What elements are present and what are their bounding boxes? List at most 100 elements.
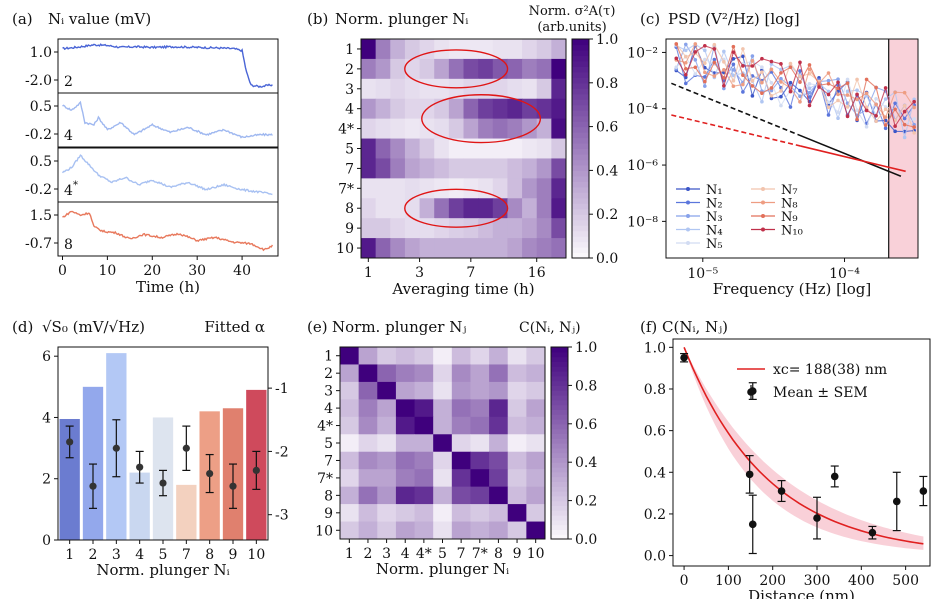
panel-a-ytick-label: -0.2 xyxy=(25,182,52,198)
panel-e-cell xyxy=(395,364,416,383)
panel-b-cell xyxy=(361,178,377,199)
panel-e-cell xyxy=(489,416,509,435)
panel-c-series-point xyxy=(798,80,802,84)
panel-c-series-point xyxy=(769,96,774,101)
panel-b-cell xyxy=(536,178,552,199)
panel-e-cell xyxy=(489,364,509,383)
panel-c-series-point xyxy=(722,68,726,72)
panel-c-series-point xyxy=(893,129,897,134)
panel-e-cell xyxy=(433,486,453,505)
panel-e-cell xyxy=(377,434,397,453)
panel-e-cell xyxy=(340,416,360,435)
panel-c-series-point xyxy=(750,58,755,63)
panel-e-colorbar-segment xyxy=(551,505,568,511)
panel-c-series-point xyxy=(769,93,774,98)
panel-c-series-point xyxy=(769,88,774,93)
panel-d-title: √S₀ (mV/√Hz) xyxy=(42,318,145,336)
panel-b-cell xyxy=(507,198,523,219)
panel-d-xtick-label: 10 xyxy=(247,547,265,563)
panel-e-cell xyxy=(451,469,471,488)
panel-e-colorbar-segment xyxy=(551,534,568,540)
panel-c-ytick-label: 10⁻⁶ xyxy=(627,158,658,174)
panel-b-colorbar-segment xyxy=(572,110,589,117)
panel-e-cell xyxy=(414,364,434,383)
panel-c-series-point xyxy=(779,94,783,99)
panel-c-series-point xyxy=(750,54,755,58)
panel-f-point xyxy=(892,497,901,506)
panel-b-colorbar-segment xyxy=(572,219,589,226)
panel-c-series-point xyxy=(855,117,859,122)
panel-b-cell xyxy=(536,218,552,239)
panel-b-colorbar-segment xyxy=(572,39,589,46)
panel-e-cell xyxy=(433,451,453,470)
panel-e-cell xyxy=(507,399,527,418)
panel-e-cell xyxy=(433,521,453,540)
panel-e-cell xyxy=(377,381,397,400)
panel-b-cell xyxy=(463,178,479,199)
panel-c-series-point xyxy=(712,60,717,65)
panel-e-cell xyxy=(414,381,434,400)
panel-c-series-point xyxy=(902,109,907,114)
panel-b-xtick-label: 16 xyxy=(528,265,546,281)
panel-b-cell xyxy=(375,198,391,219)
panel-c-series-point xyxy=(836,80,840,85)
panel-c-series-point xyxy=(674,65,679,69)
panel-b-cell xyxy=(463,118,479,140)
panel-b-cell xyxy=(375,118,391,140)
panel-b-colorbar-segment xyxy=(572,186,589,193)
panel-c-series-point xyxy=(741,82,745,87)
panel-c-series-point xyxy=(826,105,831,110)
panel-b-ytick-label: 8 xyxy=(345,201,354,217)
panel-f-xtick-label: 0 xyxy=(680,573,689,589)
panel-c-series-point xyxy=(874,102,878,107)
panel-b-cell xyxy=(361,198,377,219)
panel-e-colorbar-segment xyxy=(551,428,568,434)
panel-e-colorbar-segment xyxy=(551,395,568,401)
panel-c-series-point xyxy=(788,105,793,109)
panel-f-label: (f) xyxy=(640,318,657,336)
panel-e-cell xyxy=(489,469,509,488)
panel-b-cell xyxy=(507,58,523,80)
panel-b-cell xyxy=(361,118,377,140)
panel-c-series-point xyxy=(741,73,745,77)
panel-c-legend-marker xyxy=(686,241,690,245)
panel-b-colorbar-segment xyxy=(572,77,589,84)
panel-e-colorbar-segment xyxy=(551,500,568,506)
panel-e-colorbar-segment xyxy=(551,524,568,530)
panel-e-colorbar-tick-label: 0.6 xyxy=(575,417,597,433)
panel-e-cell xyxy=(395,504,416,523)
panel-c-series-point xyxy=(760,80,764,85)
panel-a-subplot-label: 4 xyxy=(64,183,73,199)
panel-b-cell xyxy=(434,178,450,199)
panel-e-cell xyxy=(433,416,453,435)
panel-e-cell xyxy=(526,399,546,418)
panel-c-series-point xyxy=(798,88,802,93)
panel-c-series-point xyxy=(807,95,812,99)
panel-c-series-point xyxy=(836,92,840,97)
panel-b-cell xyxy=(419,158,435,179)
panel-b-colorbar-title: Norm. σ²A(τ) xyxy=(529,4,616,19)
panel-c-series-point xyxy=(769,80,774,85)
panel-e-cell xyxy=(507,451,527,470)
panel-e-cell xyxy=(395,399,416,418)
panel-c-series-point xyxy=(769,62,774,66)
panel-e-cell xyxy=(451,451,471,470)
panel-c-series-line xyxy=(675,43,915,134)
panel-c-xtick-label: 10⁻⁵ xyxy=(687,266,718,282)
panel-b-cell xyxy=(536,78,552,100)
panel-c-series-point xyxy=(826,71,831,75)
panel-c-series-point xyxy=(883,123,888,127)
panel-c-series-point xyxy=(864,91,869,96)
panel-b-colorbar-tick-label: 0.6 xyxy=(596,120,618,136)
panel-f-point xyxy=(830,472,839,481)
panel-b-cell xyxy=(448,198,464,219)
panel-c-series-point xyxy=(788,61,793,66)
panel-b-cell xyxy=(478,158,494,179)
panel-b-cell xyxy=(492,138,508,159)
panel-b-ytick-label: 3 xyxy=(345,82,354,98)
panel-c-series-point xyxy=(683,60,688,65)
panel-c-series-point xyxy=(741,47,745,51)
panel-c-series-point xyxy=(912,125,916,129)
panel-e-cell xyxy=(507,347,527,365)
panel-b-cell xyxy=(375,39,391,60)
